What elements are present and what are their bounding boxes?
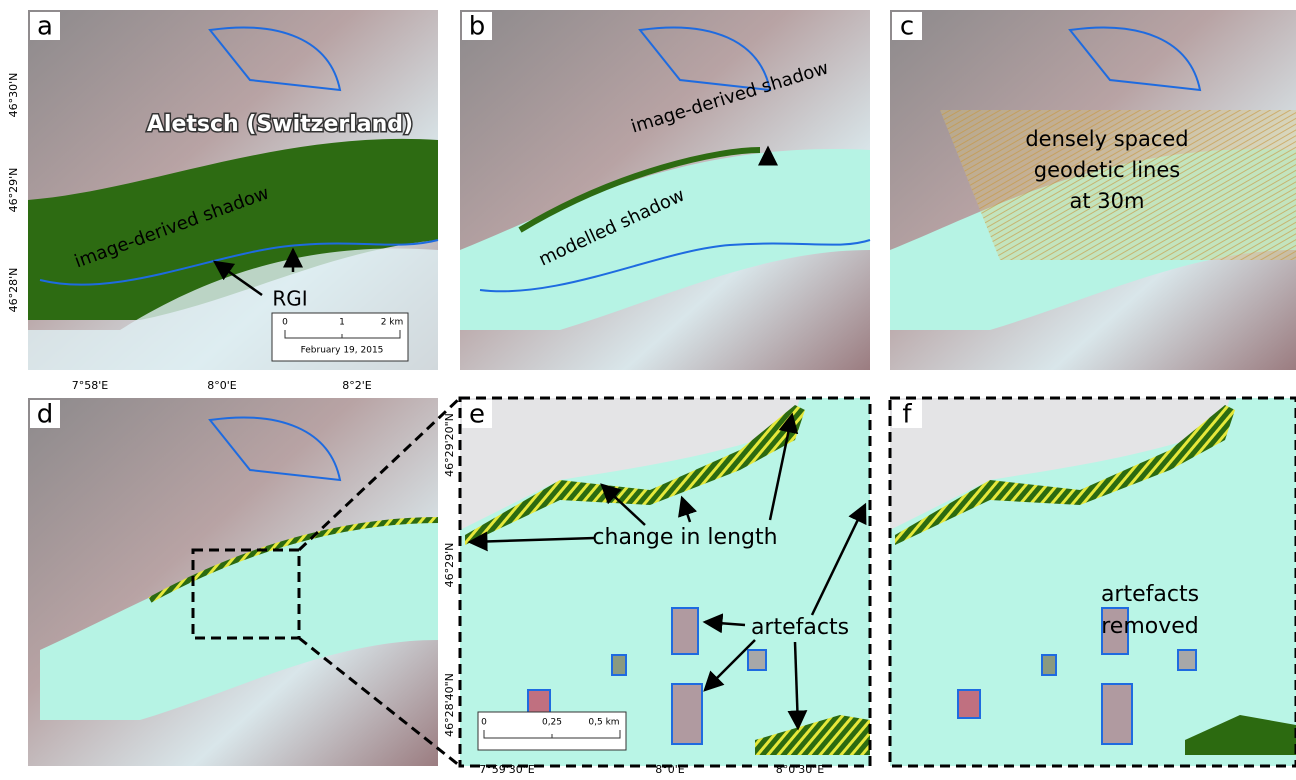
lat-label: 46°29'20"N	[443, 413, 456, 477]
scale-label: 0,25	[542, 718, 562, 728]
annotation: artefacts	[751, 615, 849, 640]
annotation: removed	[1101, 614, 1199, 639]
annotation: change in length	[592, 525, 777, 550]
annotation: artefacts	[1101, 582, 1199, 607]
annotation: densely spaced	[1025, 127, 1188, 151]
panel-label: e	[469, 400, 485, 430]
figure: a b c d e f 46°30'N 46°29'N 46°28'N 7°58'E 8°0'E 8°…	[0, 0, 1296, 776]
annotation: RGI	[272, 287, 307, 311]
scale-label: 2 km	[381, 318, 404, 328]
lon-label: 7°58'E	[72, 379, 109, 392]
lat-label: 46°28'40"N	[443, 673, 456, 737]
lat-label: 46°30'N	[7, 73, 20, 118]
lon-label: 7°59'30"E	[479, 763, 535, 776]
panel-label: d	[37, 400, 54, 430]
panel-label: c	[900, 12, 914, 42]
scale-label: 0,5 km	[588, 718, 619, 728]
scale-label: 0	[481, 718, 487, 728]
scale-label: 1	[339, 318, 345, 328]
panel-label: f	[902, 400, 912, 430]
lon-label: 8°0'30"E	[776, 763, 825, 776]
panel-label: b	[469, 12, 486, 42]
lat-label: 46°28'N	[7, 268, 20, 313]
annotation: at 30m	[1070, 189, 1145, 213]
lon-label: 8°0'E	[655, 763, 685, 776]
panel-label: a	[37, 12, 53, 42]
annotation: geodetic lines	[1034, 158, 1180, 182]
lat-label: 46°29'N	[7, 168, 20, 213]
scale-label: 0	[282, 318, 288, 328]
scale-date: February 19, 2015	[301, 346, 384, 356]
place-name: Aletsch (Switzerland)	[147, 112, 413, 137]
lon-label: 8°0'E	[207, 379, 237, 392]
lon-label: 8°2'E	[342, 379, 372, 392]
lat-label: 46°29'N	[443, 543, 456, 588]
